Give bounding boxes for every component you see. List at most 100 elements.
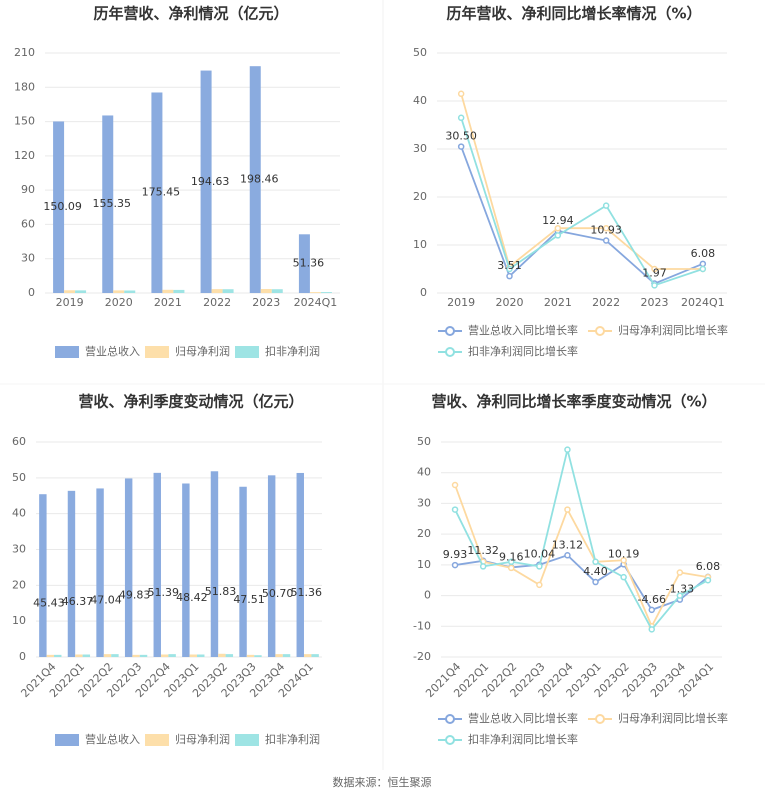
point <box>592 578 599 586</box>
bar <box>162 289 174 293</box>
legend-label: 归母净利润 <box>175 344 230 358</box>
bar <box>64 290 76 293</box>
y-tick-label: 120 <box>14 149 35 162</box>
legend-label: 扣非净利润 <box>265 732 320 746</box>
point <box>451 506 459 513</box>
chart-title: 历年营收、净利情况（亿元） <box>93 5 288 23</box>
bar <box>102 115 114 293</box>
legend-swatch <box>235 346 259 358</box>
point <box>648 626 655 633</box>
bar <box>282 654 291 657</box>
data-label: 4.40 <box>583 565 608 578</box>
data-label: 198.46 <box>240 173 279 186</box>
data-label: 155.35 <box>93 197 132 210</box>
point <box>554 232 562 239</box>
legend-label: 营业总收入同比增长率 <box>468 323 578 337</box>
y-tick-label: 60 <box>12 435 26 448</box>
point <box>676 569 684 576</box>
bar <box>39 494 47 657</box>
legend-item[interactable]: 归母净利润同比增长率 <box>588 323 728 337</box>
data-label: 10.19 <box>608 547 640 560</box>
bar <box>96 488 104 657</box>
legend-item[interactable]: 归母净利润 <box>145 344 230 358</box>
bar <box>303 654 312 657</box>
bar <box>124 478 133 657</box>
bar <box>200 70 212 294</box>
point <box>536 563 543 570</box>
y-tick-label: 90 <box>21 183 35 196</box>
x-tick-label: 2021 <box>154 296 182 309</box>
bar <box>225 654 234 657</box>
x-tick-label: 2020 <box>105 296 133 309</box>
point <box>506 272 513 280</box>
legend-item[interactable]: 扣非净利润同比增长率 <box>438 732 578 746</box>
data-label: -1.33 <box>666 583 694 596</box>
y-tick-label: -10 <box>413 619 431 632</box>
y-tick-label: 30 <box>413 142 427 155</box>
x-tick-label: 2023 <box>641 296 669 309</box>
point <box>620 573 627 581</box>
point <box>506 265 513 273</box>
point <box>564 552 571 559</box>
bar <box>82 654 91 657</box>
point <box>699 265 707 273</box>
data-label: 10.04 <box>524 548 556 561</box>
legend-item[interactable]: 扣非净利润 <box>235 732 320 746</box>
bar <box>182 483 190 657</box>
bar <box>197 654 205 657</box>
bar <box>189 654 198 657</box>
x-tick-label: 2024Q1 <box>681 296 725 309</box>
data-label: 13.12 <box>552 538 584 551</box>
legend-item[interactable]: 营业总收入 <box>55 732 140 746</box>
legend-item[interactable]: 扣非净利润 <box>235 344 320 358</box>
x-tick-label: 2024Q1 <box>294 296 338 309</box>
legend-label: 扣非净利润 <box>265 344 320 358</box>
legend-item[interactable]: 归母净利润同比增长率 <box>588 711 728 725</box>
y-tick-label: 150 <box>14 115 35 128</box>
point <box>457 143 465 150</box>
legend-label: 扣非净利润同比增长率 <box>468 344 578 358</box>
point <box>602 224 610 232</box>
legend-item[interactable]: 营业总收入同比增长率 <box>438 711 578 725</box>
x-tick-label: 2022 <box>592 296 620 309</box>
legend-swatch <box>595 714 605 724</box>
y-tick-label: 40 <box>12 507 26 520</box>
bar <box>75 290 87 293</box>
bar <box>54 654 62 657</box>
point <box>704 576 712 584</box>
chart-title: 营收、净利季度变动情况（亿元） <box>78 393 303 411</box>
legend-swatch <box>55 734 79 746</box>
chart-panel: 历年营收、净利同比增长率情况（%） 0 10 20 30 40 50 2019 2020 2021… <box>413 5 728 359</box>
bar <box>132 654 140 657</box>
legend-swatch <box>445 735 455 745</box>
data-label: 51.83 <box>205 585 237 598</box>
bar <box>46 654 55 657</box>
y-tick-label: 180 <box>14 80 35 93</box>
data-label: 1.97 <box>642 267 667 280</box>
legend-swatch <box>595 326 605 336</box>
y-tick-label: 0 <box>28 286 35 299</box>
data-label: 51.36 <box>291 586 323 599</box>
data-label: 49.83 <box>119 589 151 602</box>
legend-label: 营业总收入 <box>85 732 140 746</box>
point <box>451 481 459 489</box>
data-label: 51.36 <box>293 257 325 270</box>
y-tick-label: 0 <box>420 286 427 299</box>
legend-item[interactable]: 营业总收入同比增长率 <box>438 323 578 337</box>
y-tick-label: 20 <box>12 578 26 591</box>
bar <box>124 290 136 293</box>
bar <box>249 66 261 293</box>
legend-label: 归母净利润同比增长率 <box>618 711 728 725</box>
x-tick-label: 2023 <box>252 296 280 309</box>
data-label: 46.37 <box>62 595 94 608</box>
series-line <box>460 146 704 285</box>
x-tick-label: 2019 <box>56 296 84 309</box>
legend-item[interactable]: 归母净利润 <box>145 732 230 746</box>
chart-panel: 营收、净利季度变动情况（亿元）01020304050602021Q42022Q1… <box>12 393 323 746</box>
x-tick-label: 2022 <box>203 296 231 309</box>
legend-item[interactable]: 营业总收入 <box>55 344 140 358</box>
y-tick-label: 50 <box>417 435 431 448</box>
point <box>592 558 599 566</box>
legend-item[interactable]: 扣非净利润同比增长率 <box>438 344 578 358</box>
